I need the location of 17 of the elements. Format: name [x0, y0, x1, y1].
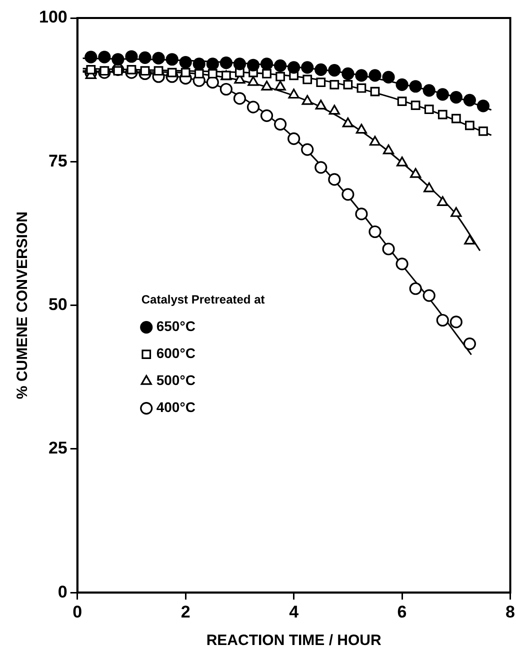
- legend-title: Catalyst Pretreated at: [141, 292, 265, 307]
- y-tick-label: 50: [48, 294, 68, 314]
- x-axis-title: REACTION TIME / HOUR: [206, 632, 382, 650]
- x-tick-label: 6: [397, 602, 407, 622]
- y-tick-label: 100: [38, 8, 68, 27]
- x-tick-label: 2: [180, 602, 190, 622]
- y-tick-label: 25: [48, 438, 68, 458]
- y-tick-label: 0: [58, 582, 68, 602]
- x-tick-label: 8: [506, 602, 516, 622]
- legend-label: 500°C: [156, 372, 196, 388]
- legend-label: 600°C: [156, 345, 196, 362]
- x-tick-label: 4: [289, 602, 300, 622]
- legend-label: 400°C: [156, 399, 196, 416]
- x-tick-label: 0: [72, 602, 82, 622]
- y-axis-title: % CUMENE CONVERSION: [14, 212, 32, 400]
- y-tick-label: 75: [48, 151, 68, 170]
- legend-label: 650°C: [156, 318, 196, 334]
